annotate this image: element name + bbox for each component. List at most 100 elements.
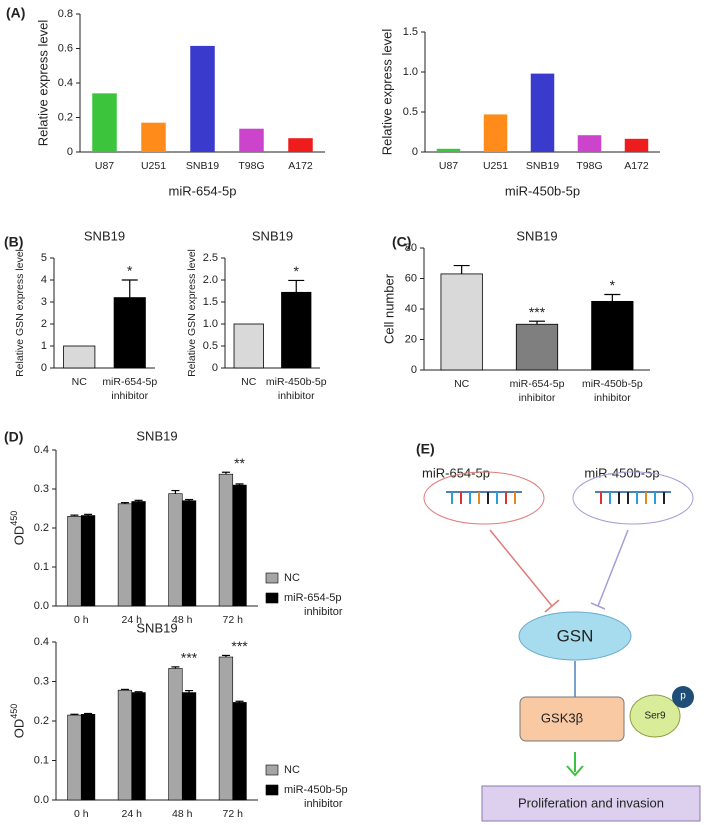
- error-bar: [120, 688, 129, 691]
- error-bar: [121, 279, 138, 298]
- bar: [168, 493, 183, 607]
- bar: [80, 713, 96, 801]
- error-bar: [235, 700, 244, 703]
- y-tick-label: 40: [405, 303, 417, 315]
- x-tick-label: U251: [141, 160, 166, 172]
- inhibition-line: [489, 529, 553, 607]
- y-tick-label: 5: [41, 252, 47, 264]
- panel-label: (E): [416, 441, 435, 457]
- significance: *: [294, 263, 300, 279]
- bar: [591, 300, 634, 371]
- error-bar: [70, 713, 79, 716]
- bar: [181, 692, 197, 801]
- bar: [239, 128, 264, 152]
- mirna-label: miR-654-5p: [422, 465, 490, 480]
- y-tick-label: 0.4: [58, 77, 73, 89]
- y-tick-label: 0: [67, 146, 73, 158]
- legend-swatch: [265, 592, 279, 604]
- y-tick-label: 1.0: [203, 318, 218, 330]
- gsn-label: GSN: [557, 626, 594, 645]
- error-bar: [84, 513, 93, 516]
- legend-swatch: [265, 784, 279, 796]
- error-bar: [185, 498, 194, 501]
- y-tick-label: 2.0: [203, 274, 218, 286]
- bar: [577, 135, 602, 152]
- bar: [67, 714, 82, 801]
- phospho-label: p: [680, 691, 686, 702]
- x-tick-label: NC: [72, 376, 88, 388]
- x-tick-label: A172: [624, 160, 649, 172]
- x-tick-label: T98G: [576, 160, 602, 172]
- arrow-head: [566, 765, 584, 777]
- bar: [233, 323, 264, 369]
- bar: [232, 702, 247, 801]
- x-tick-label: U87: [439, 160, 458, 172]
- diagram: (E) miR-654-5p miR-450b-5p GSN GSK3β Ser…: [416, 441, 701, 822]
- bar: [483, 114, 508, 152]
- y-tick-label: 0.1: [34, 754, 49, 766]
- chart-title: SNB19: [136, 428, 177, 443]
- error-bar: [221, 654, 230, 658]
- x-tick-label: miR-450b-5p inhibitor: [266, 376, 327, 402]
- error-bar: [134, 691, 143, 693]
- y-tick-label: 1.5: [403, 26, 418, 38]
- error-bar: [221, 471, 230, 475]
- x-tick-label: 48 h: [172, 614, 193, 626]
- x-tick-label: 24 h: [122, 808, 143, 820]
- bar: [436, 148, 461, 152]
- gsk3b-label: GSK3β: [541, 710, 583, 725]
- y-tick-label: 20: [405, 333, 417, 345]
- y-tick-label: 2.5: [203, 252, 218, 264]
- gsn-node: [518, 611, 632, 661]
- bar: [218, 473, 234, 607]
- error-bar: [185, 689, 194, 693]
- y-tick-label: 0.0: [34, 600, 49, 612]
- error-bar: [134, 499, 143, 502]
- y-axis-label: Relative express level: [379, 29, 394, 156]
- panel-label: (D): [4, 429, 23, 445]
- y-tick-label: 0.6: [58, 42, 73, 54]
- y-axis-label: Cell number: [381, 273, 396, 344]
- significance: ***: [529, 304, 546, 320]
- legend-label: miR-450b-5p inhibitor: [284, 784, 348, 810]
- legend-swatch: [265, 572, 279, 584]
- y-axis-label-superscript: 450: [9, 704, 19, 719]
- error-bar: [288, 279, 305, 293]
- bar: [63, 345, 96, 369]
- y-tick-label: 1.0: [403, 66, 418, 78]
- panel-label: (C): [392, 234, 411, 250]
- x-tick-label: A172: [288, 160, 313, 172]
- y-tick-label: 0.5: [403, 106, 418, 118]
- y-tick-label: 0.0: [34, 794, 49, 806]
- y-tick-label: 0.3: [34, 483, 49, 495]
- legend-label: NC: [284, 764, 300, 776]
- y-tick-label: 3: [41, 296, 47, 308]
- x-tick-label: 0 h: [74, 808, 89, 820]
- bar: [190, 45, 215, 152]
- x-tick-label: miR-654-5p inhibitor: [510, 378, 565, 404]
- y-axis-label: OD450: [9, 511, 26, 546]
- y-tick-label: 0: [411, 364, 417, 376]
- x-tick-label: 72 h: [223, 808, 244, 820]
- panel-label: (B): [4, 234, 23, 250]
- y-tick-label: 60: [405, 272, 417, 284]
- x-tick-label: U251: [483, 160, 508, 172]
- chart-title: SNB19: [516, 228, 557, 243]
- x-tick-label: NC: [454, 378, 470, 390]
- x-axis-label: miR-654-5p: [169, 183, 237, 198]
- ser9-label: Ser9: [644, 711, 666, 722]
- y-tick-label: 0: [41, 362, 47, 374]
- gsk3b-node: [519, 696, 625, 742]
- bar: [131, 692, 146, 801]
- bar: [515, 323, 559, 371]
- y-axis-label-superscript: 450: [9, 511, 19, 526]
- error-bar: [604, 293, 621, 302]
- y-tick-label: 0: [212, 362, 218, 374]
- x-tick-label: NC: [241, 376, 257, 388]
- y-tick-label: 4: [41, 274, 47, 286]
- bar: [218, 656, 234, 801]
- x-tick-label: SNB19: [526, 160, 559, 172]
- y-tick-label: 0.3: [34, 675, 49, 687]
- phospho-node: [672, 686, 694, 708]
- inhibition-bar: [590, 602, 606, 610]
